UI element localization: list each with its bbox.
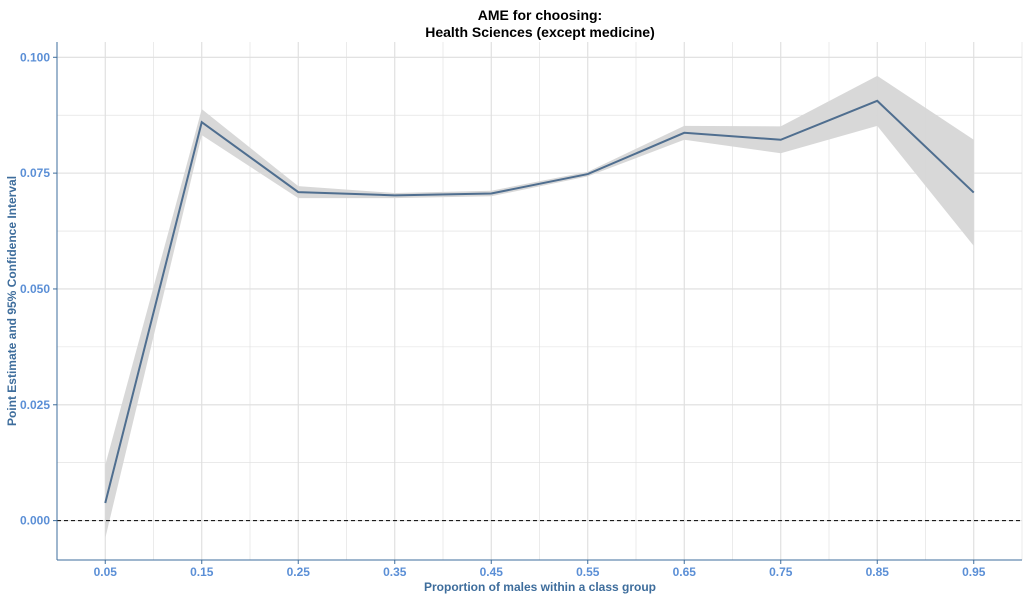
x-axis-label: Proportion of males within a class group (424, 580, 656, 594)
tick-labels-group: 0.05 0.15 0.25 0.35 0.45 0.55 0.65 0.75 0.85 0.95… (20, 50, 986, 579)
point-estimate-line (104, 99, 975, 504)
y-tick-label: 0.100 (20, 50, 50, 64)
x-tick-label: 0.45 (480, 565, 504, 579)
x-tick-label: 0.75 (769, 565, 793, 579)
x-tick-label: 0.05 (94, 565, 118, 579)
confidence-band-group (105, 75, 974, 539)
x-tick-label: 0.55 (576, 565, 600, 579)
x-tick-label: 0.65 (673, 565, 697, 579)
y-tick-label: 0.000 (20, 514, 50, 528)
x-tick-label: 0.95 (962, 565, 986, 579)
chart-title-line-1: AME for choosing: (478, 7, 602, 23)
y-axis-label: Point Estimate and 95% Confidence Interv… (5, 176, 19, 426)
y-tick-label: 0.050 (20, 282, 50, 296)
estimate-line-group (104, 99, 975, 504)
x-tick-label: 0.15 (190, 565, 214, 579)
x-tick-label: 0.35 (383, 565, 407, 579)
x-tick-label: 0.25 (287, 565, 311, 579)
x-tick-label: 0.85 (866, 565, 890, 579)
confidence-band (105, 75, 974, 539)
chart-title-line-2: Health Sciences (except medicine) (425, 24, 655, 40)
y-tick-label: 0.025 (20, 398, 50, 412)
y-tick-label: 0.075 (20, 166, 50, 180)
axes-group (53, 42, 1022, 564)
grid-lines (56, 42, 1023, 560)
